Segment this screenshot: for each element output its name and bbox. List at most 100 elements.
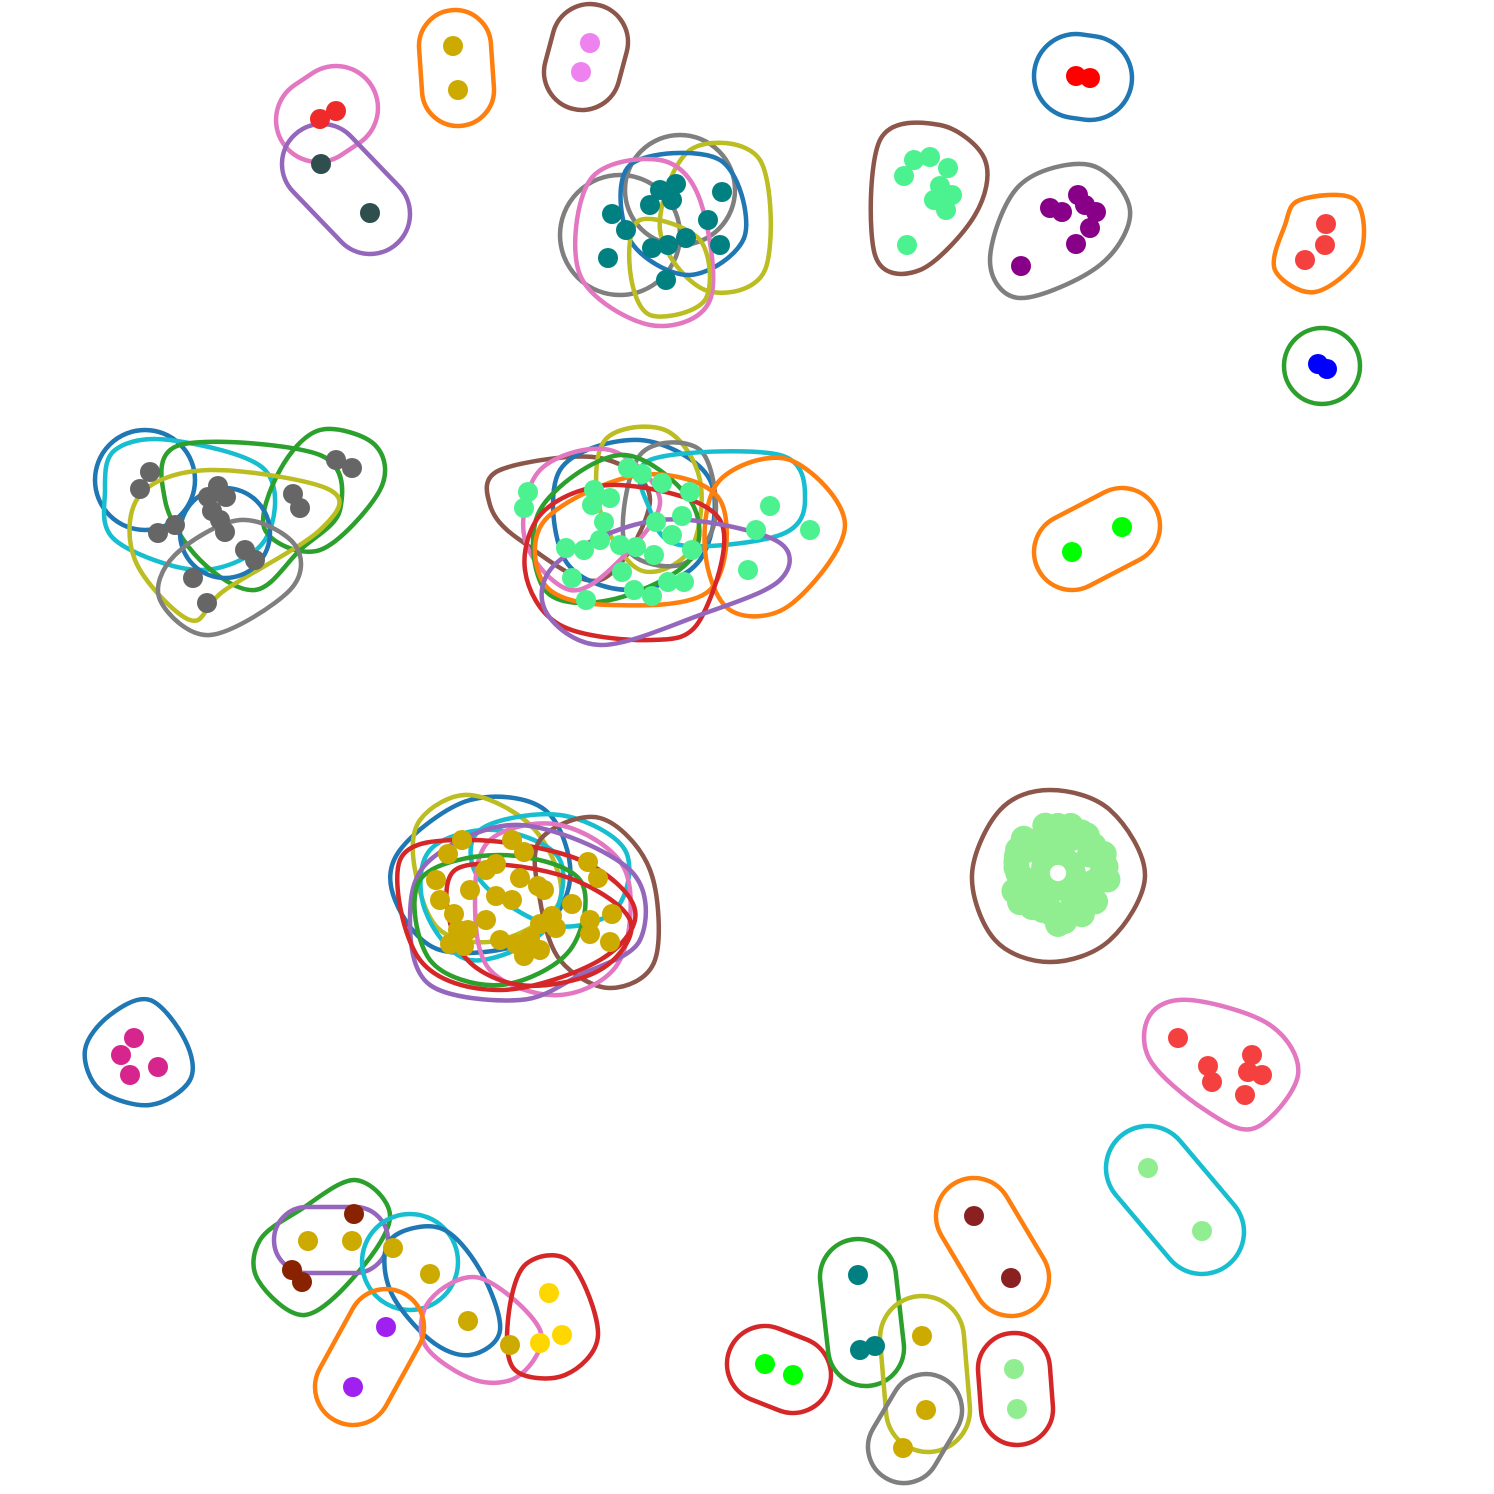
mint2-node-16 (610, 535, 630, 555)
gold2-node-33 (458, 920, 478, 940)
edge-orange-mint (702, 455, 848, 619)
magenta-node-0 (124, 1028, 144, 1048)
edge-gray-purple (987, 161, 1133, 301)
slate-node-0 (311, 154, 331, 174)
edge-orange-bl (312, 1287, 427, 1427)
salmon-node-0 (1316, 214, 1336, 234)
teal-node-1 (666, 174, 686, 194)
gold2-node-3 (430, 890, 450, 910)
gold2-node-29 (600, 932, 620, 952)
blue-node-1 (1317, 359, 1337, 379)
lightgreen-br-node-0 (1004, 1359, 1024, 1379)
brightred-node-1 (1080, 68, 1100, 88)
mint2-node-14 (574, 540, 594, 560)
violetpurple-node-1 (343, 1377, 363, 1397)
edge-pink-bl (418, 1274, 544, 1386)
gray-node-12 (326, 450, 346, 470)
mint2-node-23 (624, 580, 644, 600)
teal-node-6 (598, 248, 618, 268)
edge-green-teal (817, 1236, 907, 1389)
teal2-node-2 (865, 1336, 885, 1356)
mint2-node-3 (600, 488, 620, 508)
teal-node-13 (656, 270, 676, 290)
teal-node-9 (676, 228, 696, 248)
edge-orange-gold (416, 7, 497, 129)
mint2-node-13 (556, 538, 576, 558)
mint2-node-8 (680, 482, 700, 502)
lime2-node-1 (783, 1365, 803, 1385)
mint2-node-18 (644, 545, 664, 565)
edge-olive-gray (127, 467, 342, 623)
gold-bl-node-5 (500, 1335, 520, 1355)
violetpurple-node-0 (376, 1317, 396, 1337)
edge-brown-lightgreen (969, 787, 1148, 965)
lime2-node-0 (755, 1354, 775, 1374)
gray-node-1 (130, 479, 150, 499)
edge-pink-gold (472, 821, 633, 998)
violet-node-0 (580, 33, 600, 53)
red-right-node-2 (1202, 1072, 1222, 1092)
mint-node-3 (894, 166, 914, 186)
gold2-node-28 (602, 904, 622, 924)
gray-node-9 (148, 523, 168, 543)
gold-bl-node-1 (342, 1231, 362, 1251)
edge-brown-mint (868, 120, 990, 277)
salmon-node-1 (1315, 235, 1335, 255)
mint2-node-9 (672, 506, 692, 526)
maroon-node-1 (1001, 1268, 1021, 1288)
violet-node-1 (571, 62, 591, 82)
edge-blue-magenta (82, 996, 195, 1108)
hyperedge-outlines (82, 1, 1367, 1486)
edge-pink-redpair (273, 63, 381, 165)
purple-node-2 (1052, 202, 1072, 222)
edge-red-lightgreen (975, 1330, 1056, 1448)
mint2-node-21 (576, 590, 596, 610)
lime-node-0 (1062, 542, 1082, 562)
gold2-node-0 (438, 844, 458, 864)
edge-red-bl (504, 1253, 601, 1381)
gold2-node-11 (514, 842, 534, 862)
mint2-node-29 (800, 520, 820, 540)
gray-node-0 (140, 462, 160, 482)
yellow-node-2 (552, 1325, 572, 1345)
red-right-node-5 (1238, 1062, 1258, 1082)
edge-cyan-bl (359, 1211, 461, 1313)
mint2-node-4 (582, 495, 602, 515)
gold2-node-24 (562, 894, 582, 914)
mint2-node-20 (562, 568, 582, 588)
salmon-node-2 (1295, 250, 1315, 270)
lightgreen-br-node-1 (1007, 1399, 1027, 1419)
magenta-node-3 (148, 1057, 168, 1077)
lightgreen-node-65 (1064, 856, 1085, 877)
yellow-node-0 (539, 1283, 559, 1303)
lightgreen-node-47 (1092, 853, 1119, 880)
edge-pink-teal (572, 156, 716, 329)
gold2-node-16 (486, 886, 506, 906)
edge-brown-gold (532, 814, 662, 991)
gold2-node-18 (490, 930, 510, 950)
teal2-node-1 (850, 1340, 870, 1360)
edge-brown-violet (541, 1, 631, 113)
gold2-node-1 (452, 830, 472, 850)
red-right-node-0 (1168, 1028, 1188, 1048)
mint-node-8 (897, 235, 917, 255)
lightgreen-pair-node-0 (1138, 1158, 1158, 1178)
mint2-node-15 (590, 530, 610, 550)
magenta-node-2 (120, 1065, 140, 1085)
mint2-node-1 (514, 498, 534, 518)
gray-node-13 (342, 458, 362, 478)
teal-node-5 (616, 220, 636, 240)
edge-blue-bl (382, 1224, 503, 1358)
edge-red-gold (395, 837, 638, 993)
edge-red-mint (522, 482, 727, 643)
edge-cyan-lightgreen (1104, 1124, 1246, 1276)
edge-green-blue (1281, 325, 1363, 407)
gold2-node-31 (530, 940, 550, 960)
teal-node-11 (712, 182, 732, 202)
lime-node-1 (1112, 517, 1132, 537)
gold2-node-4 (444, 904, 464, 924)
darkred-node-0 (344, 1204, 364, 1224)
edge-gray-gray (155, 517, 304, 638)
gold-br-node-0 (912, 1326, 932, 1346)
darkred-node-2 (292, 1272, 312, 1292)
